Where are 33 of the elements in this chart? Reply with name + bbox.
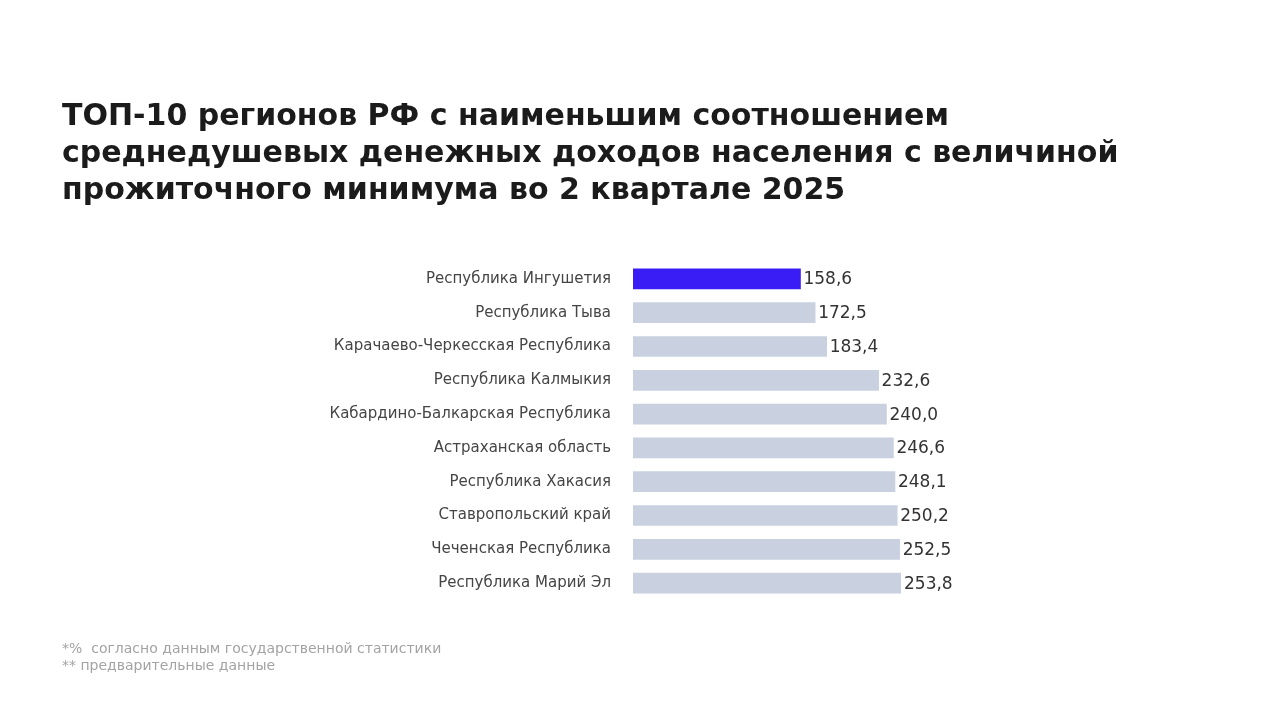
data-label: 158,6 <box>803 268 853 289</box>
data-label: 250,2 <box>900 504 949 525</box>
bar <box>633 268 801 290</box>
bar <box>633 403 887 425</box>
chart-title: ТОП-10 регионов РФ с наименьшим соотношением среднедушевых денежных доходов населения с величиной прожиточного минимума во 2 квартале 2025 <box>62 96 1120 207</box>
data-label: 253,8 <box>904 572 953 593</box>
bar <box>633 572 901 594</box>
bar <box>633 302 816 324</box>
data-label: 246,6 <box>896 437 946 458</box>
y-tick-label: Кабардино-Балкарская Республика <box>329 403 611 422</box>
bar <box>633 505 898 526</box>
data-label: 232,6 <box>881 369 931 390</box>
bar <box>633 336 827 357</box>
y-tick-label: Республика Калмыкия <box>433 370 611 389</box>
y-tick-label: Астраханская область <box>433 437 611 456</box>
text: ** предварительные данные <box>62 657 277 674</box>
data-label: 248,1 <box>897 471 947 492</box>
bar <box>633 538 900 560</box>
bar <box>633 369 879 391</box>
data-label: 183,4 <box>829 335 879 356</box>
y-tick-label: Чеченская Республика <box>431 539 611 558</box>
data-label: 240,0 <box>889 403 939 424</box>
y-tick-label: Республика Марий Эл <box>438 572 611 591</box>
text: *% согласно данным государственной статистики <box>62 640 442 657</box>
y-tick-label: Карачаево-Черкесская Республика <box>333 336 611 355</box>
data-label: 172,5 <box>818 302 867 323</box>
bar <box>633 437 894 459</box>
data-label: 252,5 <box>902 538 952 559</box>
bar <box>633 471 896 493</box>
y-tick-label: Республика Ингушетия <box>425 268 611 287</box>
y-tick-label: Республика Тыва <box>475 302 611 321</box>
y-tick-label: Ставропольский край <box>438 505 611 524</box>
y-tick-label: Республика Хакасия <box>449 471 611 490</box>
